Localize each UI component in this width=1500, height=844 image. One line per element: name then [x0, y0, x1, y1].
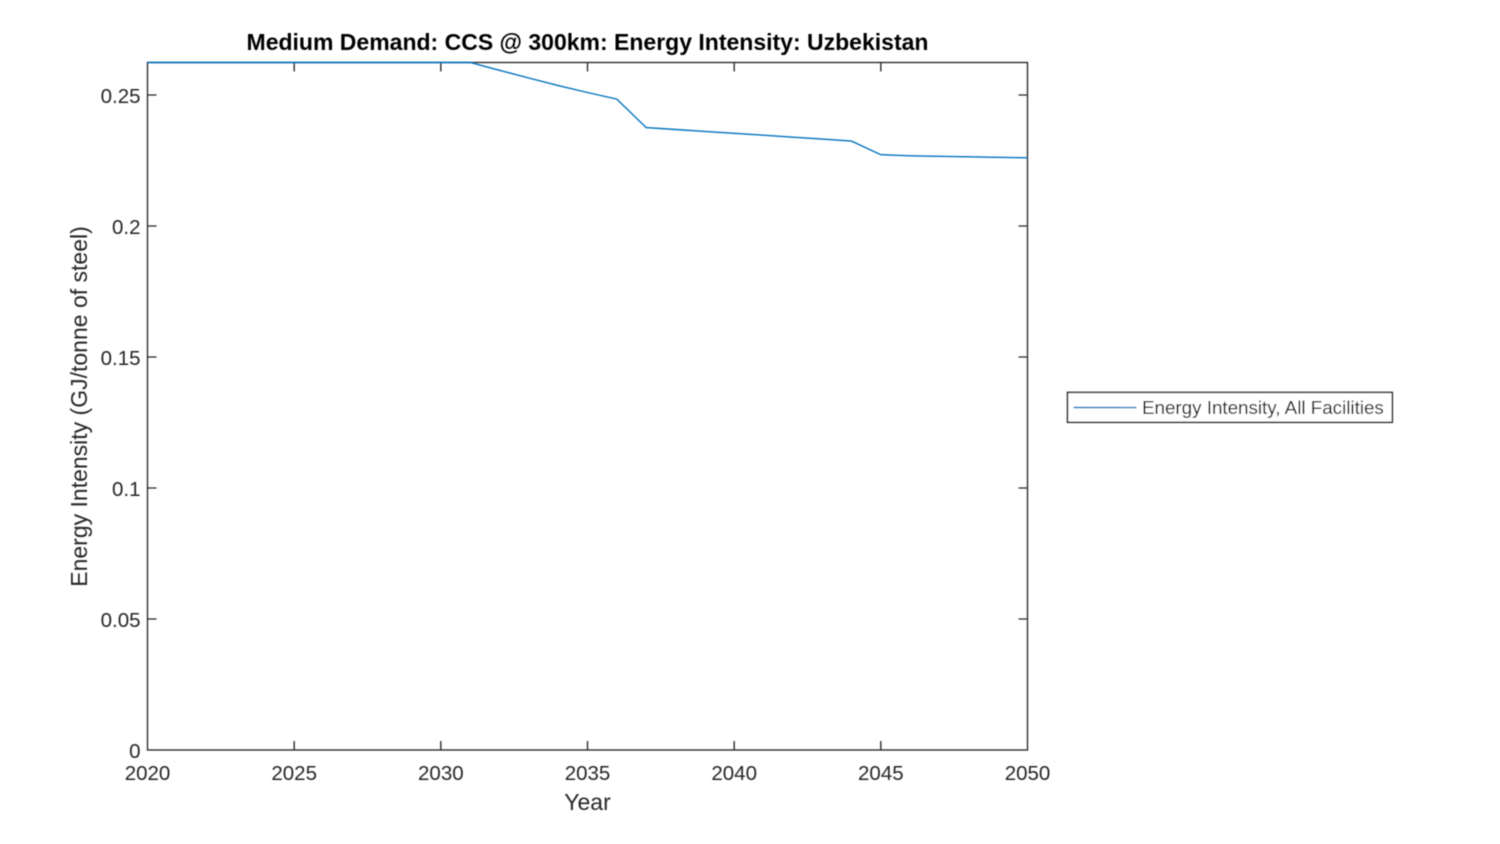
svg-text:2020: 2020	[125, 762, 171, 785]
svg-text:0.05: 0.05	[101, 609, 141, 632]
svg-text:2045: 2045	[858, 762, 904, 785]
svg-text:2025: 2025	[271, 762, 317, 785]
svg-text:0.1: 0.1	[112, 478, 141, 501]
svg-text:0.25: 0.25	[101, 85, 141, 108]
svg-text:Year: Year	[564, 789, 611, 815]
svg-text:Energy Intensity, All Faciliti: Energy Intensity, All Facilities	[1142, 397, 1384, 418]
svg-text:2035: 2035	[565, 762, 611, 785]
svg-text:2030: 2030	[418, 762, 464, 785]
svg-text:0.2: 0.2	[112, 216, 141, 239]
svg-text:Medium Demand: CCS @ 300km: En: Medium Demand: CCS @ 300km: Energy Inten…	[247, 29, 929, 55]
svg-text:2040: 2040	[711, 762, 757, 785]
svg-text:0.15: 0.15	[101, 347, 141, 370]
svg-text:2050: 2050	[1005, 762, 1051, 785]
svg-text:Energy Intensity (GJ/tonne of: Energy Intensity (GJ/tonne of steel)	[66, 226, 92, 587]
svg-text:0: 0	[129, 740, 140, 763]
